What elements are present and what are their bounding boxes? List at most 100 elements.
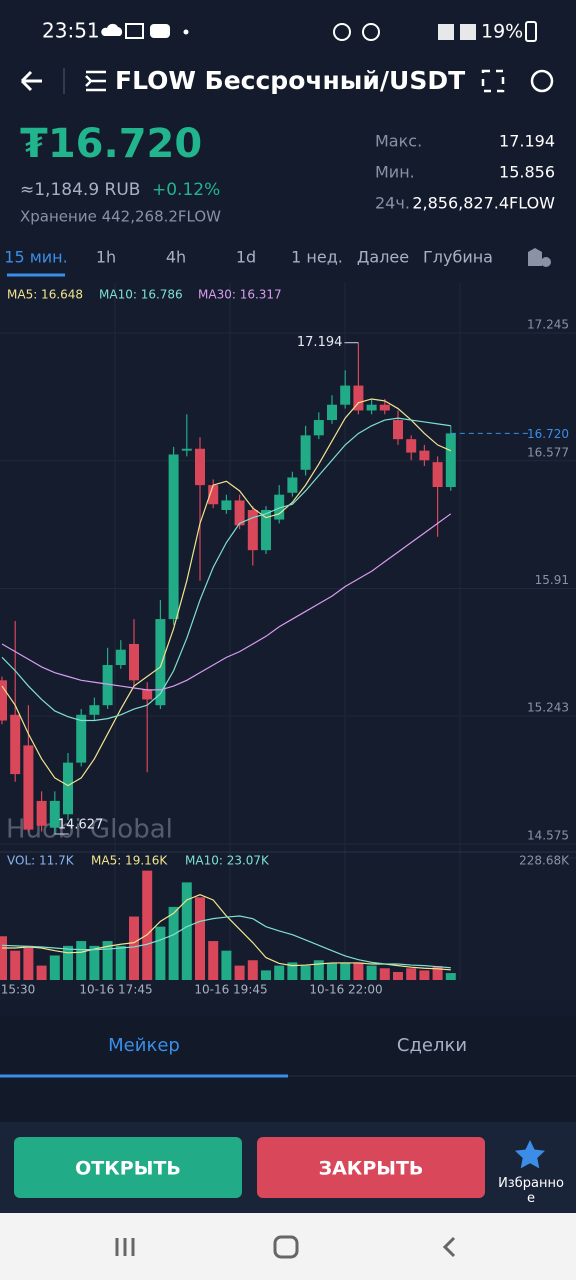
x-tick-label: 10-16 19:45 (194, 983, 267, 997)
open-button[interactable] (14, 1137, 242, 1198)
vol-ma-line (2, 893, 451, 971)
volume-bar (379, 968, 390, 980)
vol-legend: MA5: 19.16K (91, 854, 168, 868)
low-label: 14.627 (58, 818, 104, 833)
interval-tab[interactable]: 4h (166, 248, 186, 267)
candle-body (393, 420, 403, 440)
change: +0.12% (152, 180, 220, 200)
volume-bar (89, 945, 100, 980)
nav-home[interactable] (273, 1235, 299, 1259)
volume-bar (208, 941, 219, 980)
interval-tab[interactable]: 15 мин. (4, 248, 67, 267)
clock: 23:51 (42, 19, 100, 43)
nav-recent[interactable] (115, 1238, 135, 1256)
y-tick-label: 16.577 (527, 445, 569, 459)
settings-gear[interactable] (541, 257, 551, 267)
candle-body (432, 462, 443, 488)
candle-body (406, 439, 417, 453)
volume-bar (63, 945, 73, 980)
interval-tab[interactable]: Далее (357, 248, 409, 267)
candle-body (181, 448, 192, 451)
x-tick-label: 10-16 17:45 (79, 983, 152, 997)
candle-body (76, 714, 87, 763)
ma-line (1, 417, 451, 722)
volume-bar (300, 965, 311, 980)
stat-label: Мин. (375, 163, 415, 182)
back-button[interactable] (20, 70, 42, 92)
menu-icon[interactable] (85, 70, 106, 92)
last-price-label: 16.720 (527, 427, 569, 441)
volume-bar (155, 926, 166, 980)
volume-bar (393, 971, 403, 980)
interval-tab[interactable]: 1d (236, 248, 256, 267)
holding: Хранение 442,268.2FLOW (20, 208, 221, 226)
screenshot-icon[interactable] (481, 69, 505, 93)
close-label[interactable]: ЗАКРЫТЬ (319, 1158, 424, 1180)
stat-label: 24ч. (375, 194, 410, 213)
chart-area (0, 281, 576, 999)
close-button[interactable] (257, 1137, 485, 1198)
volume-bar (181, 882, 192, 980)
alarm-icon (333, 23, 351, 41)
candle-body (23, 745, 34, 830)
volume-bar (313, 960, 324, 980)
candle-body (340, 385, 351, 405)
favorite-label[interactable]: Избранное (498, 1176, 564, 1206)
stat-value: 15.856 (499, 163, 555, 182)
candle-body (313, 420, 324, 436)
candle-body (419, 450, 430, 461)
volume-bar (0, 936, 7, 980)
y-tick-label: 15.91 (535, 573, 569, 587)
volume-bar (234, 965, 245, 980)
volume-bar (129, 916, 139, 980)
y-tick-label: 14.575 (527, 828, 569, 842)
candle-body (102, 665, 113, 706)
tab-trades[interactable]: Сделки (397, 1035, 467, 1056)
interval-tab[interactable]: Глубина (423, 248, 493, 267)
volume-bar (221, 950, 232, 980)
last-price: ₮16.720 (20, 121, 202, 167)
settings-icon[interactable] (528, 248, 542, 266)
favorite-box: Избранное (498, 1176, 564, 1206)
candle-body (89, 705, 100, 715)
battery-icon (525, 21, 537, 42)
hotspot-icon (362, 23, 380, 41)
candle-body (300, 435, 311, 470)
high-label: 17.194 (297, 335, 343, 350)
nav-back[interactable] (442, 1236, 456, 1258)
stat-value: 2,856,827.4FLOW (412, 194, 555, 213)
x-tick-label: 10-16 22:00 (309, 983, 382, 997)
volume-bar (274, 965, 285, 980)
candle-body (168, 454, 179, 620)
candle-body (63, 762, 73, 815)
open-label[interactable]: ОТКРЫТЬ (75, 1158, 181, 1180)
candle-body (234, 500, 245, 526)
share-icon[interactable] (530, 69, 554, 93)
watermark: Huobi Global (6, 815, 173, 845)
ma-legend: MA5: 16.648 (7, 288, 83, 302)
volume-bar (76, 941, 87, 980)
battery-text: 19% (481, 21, 523, 43)
candle-body (327, 404, 337, 421)
volume-bar (327, 963, 337, 980)
volume-bar (36, 965, 47, 980)
tab-maker[interactable]: Мейкер (108, 1035, 180, 1056)
volume-bar (115, 945, 126, 980)
y-tick-label: 15.243 (527, 701, 569, 715)
volume-bar (261, 970, 271, 980)
interval-tab[interactable]: 1 нед. (291, 248, 343, 267)
volume-bar (432, 966, 443, 980)
stat-label: Макс. (375, 132, 422, 151)
candle-body (247, 509, 258, 551)
favorite-icon[interactable] (515, 1140, 545, 1169)
candle-body (287, 477, 298, 493)
interval-tab[interactable]: 1h (96, 248, 116, 267)
nav-bar (0, 1213, 576, 1280)
candle-body (366, 404, 377, 411)
candle-body (208, 485, 219, 505)
x-tick-label: 15:30 (1, 983, 36, 997)
candle-body (0, 680, 7, 721)
candle-body (10, 714, 21, 775)
youtube-icon (150, 24, 170, 38)
volume-bar (353, 962, 364, 980)
